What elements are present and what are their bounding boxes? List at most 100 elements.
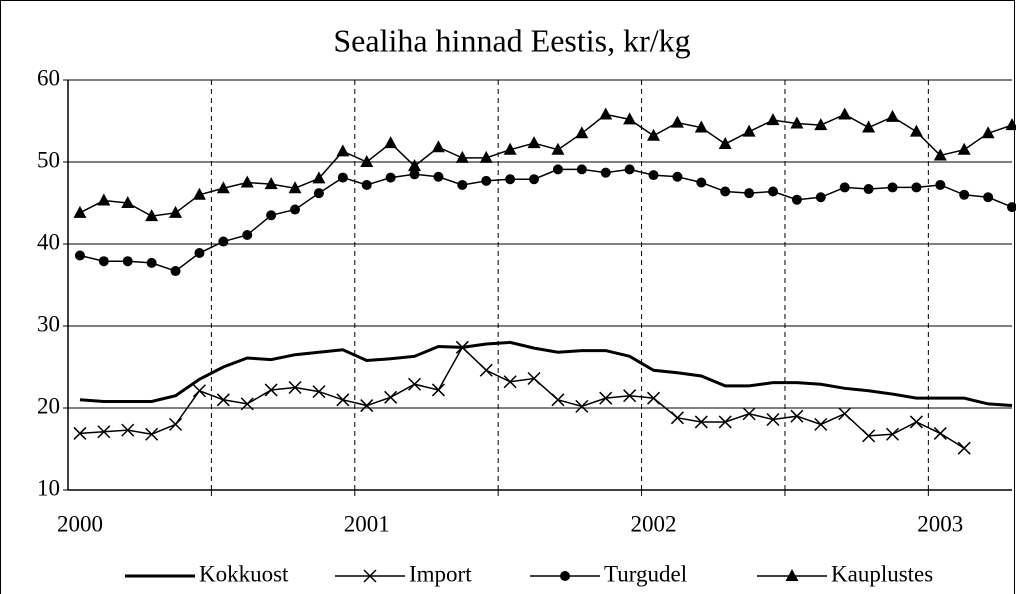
point <box>815 192 826 203</box>
point <box>1005 118 1016 131</box>
point <box>455 340 469 354</box>
y-tick-label: 50 <box>37 147 60 172</box>
point <box>503 375 517 389</box>
point <box>909 124 923 137</box>
point <box>576 164 587 175</box>
series-line <box>79 340 1013 408</box>
point <box>935 179 946 190</box>
point <box>146 257 157 268</box>
point <box>718 415 732 429</box>
y-tick-label: 40 <box>37 229 60 254</box>
legend-label: Import <box>409 561 472 586</box>
point <box>121 196 135 208</box>
x-tick-label: 2000 <box>57 511 103 536</box>
point <box>479 363 493 377</box>
point <box>194 248 205 259</box>
point <box>957 142 971 155</box>
point <box>409 169 420 180</box>
point <box>720 186 731 197</box>
point <box>742 124 756 137</box>
point <box>933 148 947 161</box>
point <box>169 205 183 218</box>
point <box>336 144 350 157</box>
point <box>527 136 541 149</box>
point <box>242 229 253 240</box>
point <box>170 266 181 277</box>
point <box>600 167 611 178</box>
point <box>909 415 923 429</box>
point <box>192 384 206 398</box>
point <box>814 417 828 431</box>
point <box>791 194 802 205</box>
point <box>863 184 874 195</box>
point <box>886 109 900 122</box>
point <box>552 164 563 175</box>
point <box>505 174 516 185</box>
legend-label: Kauplustes <box>831 561 933 586</box>
point <box>957 441 971 455</box>
point <box>646 391 661 405</box>
point <box>73 426 87 440</box>
point <box>599 391 613 405</box>
point <box>385 172 396 183</box>
point <box>1007 202 1016 213</box>
point <box>623 112 637 125</box>
legend-marker <box>560 571 570 581</box>
point <box>264 383 278 397</box>
y-tick-label: 10 <box>37 475 60 500</box>
point <box>216 181 230 194</box>
point <box>218 236 229 247</box>
point <box>838 407 852 421</box>
point <box>551 142 565 155</box>
point <box>887 182 898 193</box>
point <box>360 155 374 167</box>
point <box>433 171 444 182</box>
point <box>503 142 517 155</box>
point <box>790 409 804 423</box>
point <box>648 170 659 181</box>
point <box>457 179 468 190</box>
point <box>312 385 326 399</box>
point <box>313 188 324 199</box>
point <box>790 116 804 129</box>
point <box>529 174 540 185</box>
point <box>122 256 133 267</box>
point <box>527 371 541 386</box>
x-tick-label: 2001 <box>344 511 390 536</box>
point <box>455 150 469 163</box>
point <box>361 179 372 190</box>
point <box>145 427 159 441</box>
point <box>360 399 374 413</box>
point <box>694 120 708 133</box>
point <box>551 393 565 407</box>
y-tick-label: 30 <box>37 311 60 336</box>
point <box>290 204 301 215</box>
point <box>647 128 661 141</box>
point <box>911 182 922 193</box>
point <box>718 136 732 149</box>
point <box>288 380 302 395</box>
point <box>240 397 254 411</box>
point <box>288 181 302 194</box>
point <box>838 107 852 120</box>
point <box>192 187 206 200</box>
point <box>264 177 278 190</box>
y-tick-label: 20 <box>37 393 60 418</box>
point <box>336 393 350 407</box>
point <box>696 177 707 188</box>
point <box>623 389 637 403</box>
legend-marker <box>363 569 377 583</box>
point <box>862 120 876 133</box>
legend-label: Turgudel <box>604 561 687 586</box>
point <box>885 427 900 441</box>
point <box>766 113 780 126</box>
point <box>862 429 876 443</box>
point <box>240 175 254 188</box>
point <box>981 126 995 139</box>
point <box>98 256 109 267</box>
point <box>624 164 635 175</box>
chart-title: Sealiha hinnad Eestis, kr/kg <box>333 22 690 58</box>
y-tick-label: 60 <box>37 65 60 90</box>
